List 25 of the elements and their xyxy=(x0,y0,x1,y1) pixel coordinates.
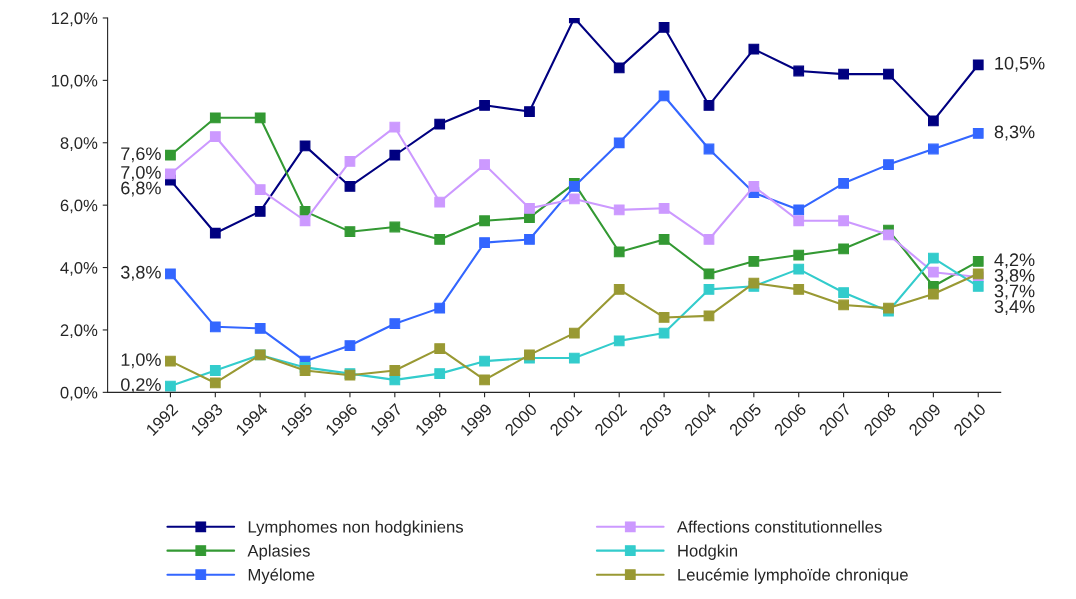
legend-label: Affections constitutionnelles xyxy=(676,520,882,533)
data-label: 0,2% xyxy=(121,378,161,394)
legend-label: Lymphomes non hodgkiniens xyxy=(248,520,464,537)
data-label: 7,6% xyxy=(121,147,161,163)
data-label: 6,8% xyxy=(121,181,161,197)
y-tick-label: 10,0% xyxy=(51,74,98,89)
y-tick-label: 8,0% xyxy=(60,137,98,151)
legend-label: Leucémie lymphoïde chronique xyxy=(678,568,908,584)
y-tick-label: 0,0% xyxy=(60,386,98,401)
data-label: 3,4% xyxy=(994,300,1035,316)
data-label: 8,3% xyxy=(994,125,1035,141)
y-tick-label: 6,0% xyxy=(60,199,98,214)
data-label: 3,8% xyxy=(120,265,161,281)
data-label: 10,5% xyxy=(995,56,1045,72)
data-label: 4,2% xyxy=(994,253,1035,269)
y-tick-label: 4,0% xyxy=(60,261,98,276)
legend-label: Hodgkin xyxy=(678,544,738,560)
y-tick-label: 12,0% xyxy=(51,12,98,27)
data-label: 3,7% xyxy=(994,284,1035,300)
data-label: 1,0% xyxy=(121,353,161,369)
data-label: 7,0% xyxy=(121,166,161,181)
legend-label: Myélome xyxy=(248,568,315,584)
legend-label: Aplasies xyxy=(247,544,310,560)
y-tick-label: 2,0% xyxy=(60,324,98,339)
data-label: 3,8% xyxy=(994,268,1035,284)
